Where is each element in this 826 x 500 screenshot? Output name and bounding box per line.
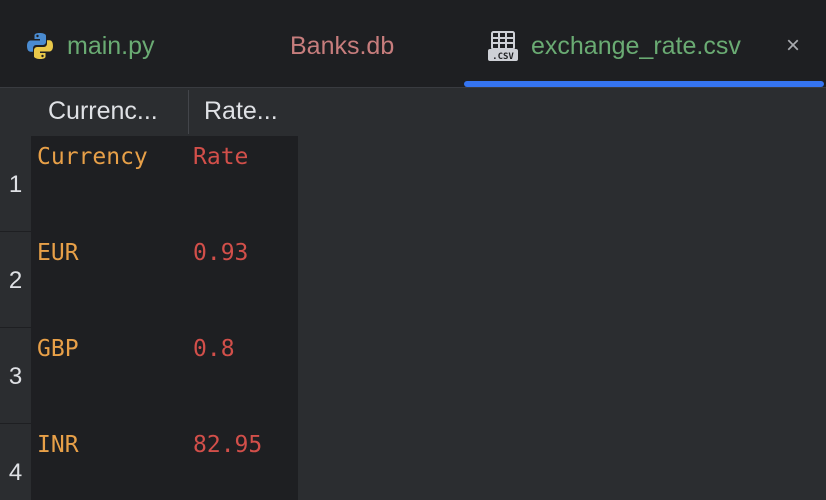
column-header-rate[interactable]: Rate... (204, 96, 278, 125)
table-body: 1 Currency Rate 2 EUR 0.93 3 GBP 0.8 4 I… (0, 136, 298, 500)
row-number[interactable]: 3 (8, 363, 23, 390)
table-row[interactable]: 4 INR 82.95 (0, 424, 298, 500)
column-header-row: Currenc... Rate... (0, 88, 298, 136)
row-separator (0, 423, 31, 424)
tab-label: Banks.db (290, 31, 395, 60)
row-separator (0, 231, 31, 232)
csv-file-icon: .CSV (487, 30, 519, 62)
cell-currency[interactable]: INR (37, 432, 79, 458)
cell-currency[interactable]: GBP (37, 336, 79, 362)
row-number-gutter (0, 136, 31, 500)
table-row[interactable]: 3 GBP 0.8 (0, 328, 298, 424)
row-separator (0, 327, 31, 328)
csv-table-editor: Currenc... Rate... 1 Currency Rate 2 EUR… (0, 88, 826, 500)
row-number[interactable]: 4 (8, 459, 23, 486)
cell-rate[interactable]: 82.95 (193, 432, 263, 458)
tab-exchange-rate-csv[interactable]: .CSV exchange_rate.csv (487, 5, 741, 87)
svg-text:.CSV: .CSV (492, 52, 514, 62)
close-tab-icon[interactable]: × (785, 32, 800, 59)
editor-tab-bar: main.py Banks.db .CSV exchange_rate.csv … (0, 5, 826, 88)
window-top-strip (0, 0, 826, 5)
cell-rate[interactable]: 0.8 (193, 336, 235, 362)
tab-label: main.py (67, 31, 155, 60)
cell-currency[interactable]: Currency (37, 144, 148, 170)
tab-label: exchange_rate.csv (531, 31, 741, 60)
row-number[interactable]: 1 (8, 171, 23, 198)
cell-currency[interactable]: EUR (37, 240, 79, 266)
tab-banks-db[interactable]: Banks.db (290, 5, 394, 87)
table-row[interactable]: 1 Currency Rate (0, 136, 298, 232)
python-icon (25, 31, 55, 61)
column-resize-handle[interactable] (188, 90, 189, 134)
cell-rate[interactable]: Rate (193, 144, 249, 170)
cell-rate[interactable]: 0.93 (193, 240, 249, 266)
table-row[interactable]: 2 EUR 0.93 (0, 232, 298, 328)
column-header-currency[interactable]: Currenc... (48, 96, 158, 125)
active-tab-indicator (464, 81, 824, 87)
row-number[interactable]: 2 (8, 267, 23, 294)
tab-main-py[interactable]: main.py (25, 5, 155, 87)
